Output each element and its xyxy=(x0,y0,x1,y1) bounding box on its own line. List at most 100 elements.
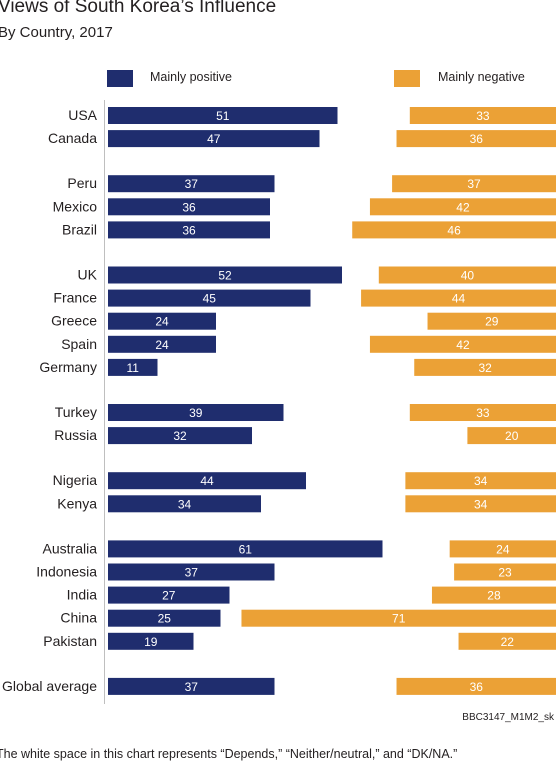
value-label-negative-global-average: 36 xyxy=(470,680,484,694)
bar-negative-spain xyxy=(369,335,556,353)
category-label-germany: Germany xyxy=(39,359,97,375)
value-label-negative-indonesia: 23 xyxy=(498,566,512,580)
bar-positive-kenya xyxy=(108,495,261,513)
value-label-positive-indonesia: 37 xyxy=(185,566,199,580)
category-label-pakistan: Pakistan xyxy=(43,633,97,649)
bar-negative-mexico xyxy=(369,198,556,216)
source-note: BBC3147_M1M2_sk xyxy=(462,712,554,723)
value-label-negative-germany: 32 xyxy=(478,361,492,375)
value-label-negative-india: 28 xyxy=(487,589,501,603)
bar-positive-usa xyxy=(108,107,338,124)
legend-swatch-negative xyxy=(394,70,420,87)
bar-positive-brazil xyxy=(108,221,270,239)
value-label-negative-kenya: 34 xyxy=(474,497,488,511)
value-label-negative-nigeria: 34 xyxy=(474,474,488,488)
legend-label-negative: Mainly negative xyxy=(438,70,525,84)
bar-positive-indonesia xyxy=(108,563,275,581)
category-label-india: India xyxy=(67,587,98,603)
value-label-negative-turkey: 33 xyxy=(476,406,490,420)
bar-negative-brazil xyxy=(352,221,556,239)
bar-negative-usa xyxy=(409,107,556,124)
bar-negative-indonesia xyxy=(454,563,556,581)
value-label-negative-france: 44 xyxy=(452,292,466,306)
value-label-positive-russia: 32 xyxy=(173,429,187,443)
category-label-canada: Canada xyxy=(48,130,97,146)
chart-title: Views of South Korea’s Influence xyxy=(0,0,277,17)
bar-positive-uk xyxy=(108,266,342,284)
bar-negative-australia xyxy=(449,540,556,558)
value-label-negative-canada: 36 xyxy=(470,132,484,146)
bar-negative-russia xyxy=(467,427,556,445)
bar-negative-greece xyxy=(427,312,556,330)
value-label-negative-mexico: 42 xyxy=(456,200,470,214)
bar-positive-pakistan xyxy=(108,632,194,650)
bar-negative-turkey xyxy=(409,404,556,421)
bar-negative-india xyxy=(431,586,556,604)
bar-positive-germany xyxy=(108,358,158,376)
bar-positive-peru xyxy=(108,175,275,193)
bar-positive-france xyxy=(108,289,311,307)
value-label-positive-greece: 24 xyxy=(155,315,169,329)
category-label-turkey: Turkey xyxy=(55,404,97,420)
value-label-positive-uk: 52 xyxy=(218,269,232,283)
bar-positive-spain xyxy=(108,335,216,353)
value-label-positive-canada: 47 xyxy=(207,132,221,146)
category-label-usa: USA xyxy=(68,107,97,123)
category-label-peru: Peru xyxy=(67,175,97,191)
value-label-positive-turkey: 39 xyxy=(189,406,203,420)
category-label-france: France xyxy=(53,290,97,306)
bar-positive-turkey xyxy=(108,404,284,421)
category-label-kenya: Kenya xyxy=(57,495,97,511)
category-label-china: China xyxy=(60,610,97,626)
value-label-positive-peru: 37 xyxy=(185,177,199,191)
bar-positive-nigeria xyxy=(108,472,306,490)
bar-negative-global-average xyxy=(396,677,556,695)
category-label-brazil: Brazil xyxy=(62,221,97,237)
value-label-positive-china: 25 xyxy=(158,612,172,626)
bar-negative-peru xyxy=(392,175,556,193)
bar-positive-russia xyxy=(108,427,252,445)
value-label-positive-nigeria: 44 xyxy=(200,474,214,488)
value-label-positive-usa: 51 xyxy=(216,109,230,123)
bar-positive-greece xyxy=(108,312,216,330)
category-label-nigeria: Nigeria xyxy=(53,472,98,488)
value-label-negative-australia: 24 xyxy=(496,542,510,556)
chart-subtitle: By Country, 2017 xyxy=(0,24,113,41)
category-label-global-average: Global average xyxy=(2,678,97,694)
value-label-positive-india: 27 xyxy=(162,589,176,603)
category-label-russia: Russia xyxy=(54,427,97,443)
value-label-positive-mexico: 36 xyxy=(182,200,196,214)
bar-positive-australia xyxy=(108,540,383,558)
value-label-positive-global-average: 37 xyxy=(185,680,199,694)
value-label-positive-germany: 11 xyxy=(127,361,140,375)
bar-negative-kenya xyxy=(405,495,556,513)
category-label-greece: Greece xyxy=(51,313,97,329)
value-label-negative-russia: 20 xyxy=(505,429,519,443)
value-label-negative-pakistan: 22 xyxy=(501,635,515,649)
value-label-negative-greece: 29 xyxy=(485,315,499,329)
bar-positive-china xyxy=(108,609,221,627)
bar-positive-global-average xyxy=(108,677,275,695)
category-label-spain: Spain xyxy=(61,336,97,352)
bar-positive-canada xyxy=(108,130,320,148)
value-label-positive-spain: 24 xyxy=(155,338,169,352)
bar-negative-china xyxy=(241,609,556,627)
value-label-negative-brazil: 46 xyxy=(447,223,461,237)
legend-swatch-positive xyxy=(107,70,133,87)
value-label-positive-kenya: 34 xyxy=(178,497,192,511)
bar-negative-germany xyxy=(414,358,556,376)
value-label-negative-china: 71 xyxy=(392,612,406,626)
category-label-uk: UK xyxy=(78,267,98,283)
value-label-positive-pakistan: 19 xyxy=(144,635,158,649)
value-label-negative-usa: 33 xyxy=(476,109,490,123)
category-label-indonesia: Indonesia xyxy=(36,564,97,580)
bar-negative-france xyxy=(361,289,556,307)
bar-positive-india xyxy=(108,586,230,604)
legend-label-positive: Mainly positive xyxy=(150,70,232,84)
category-label-australia: Australia xyxy=(43,540,98,556)
value-label-positive-brazil: 36 xyxy=(182,223,196,237)
bar-positive-mexico xyxy=(108,198,270,216)
value-label-positive-france: 45 xyxy=(203,292,217,306)
chart-footnote: The white space in this chart represents… xyxy=(0,747,458,761)
